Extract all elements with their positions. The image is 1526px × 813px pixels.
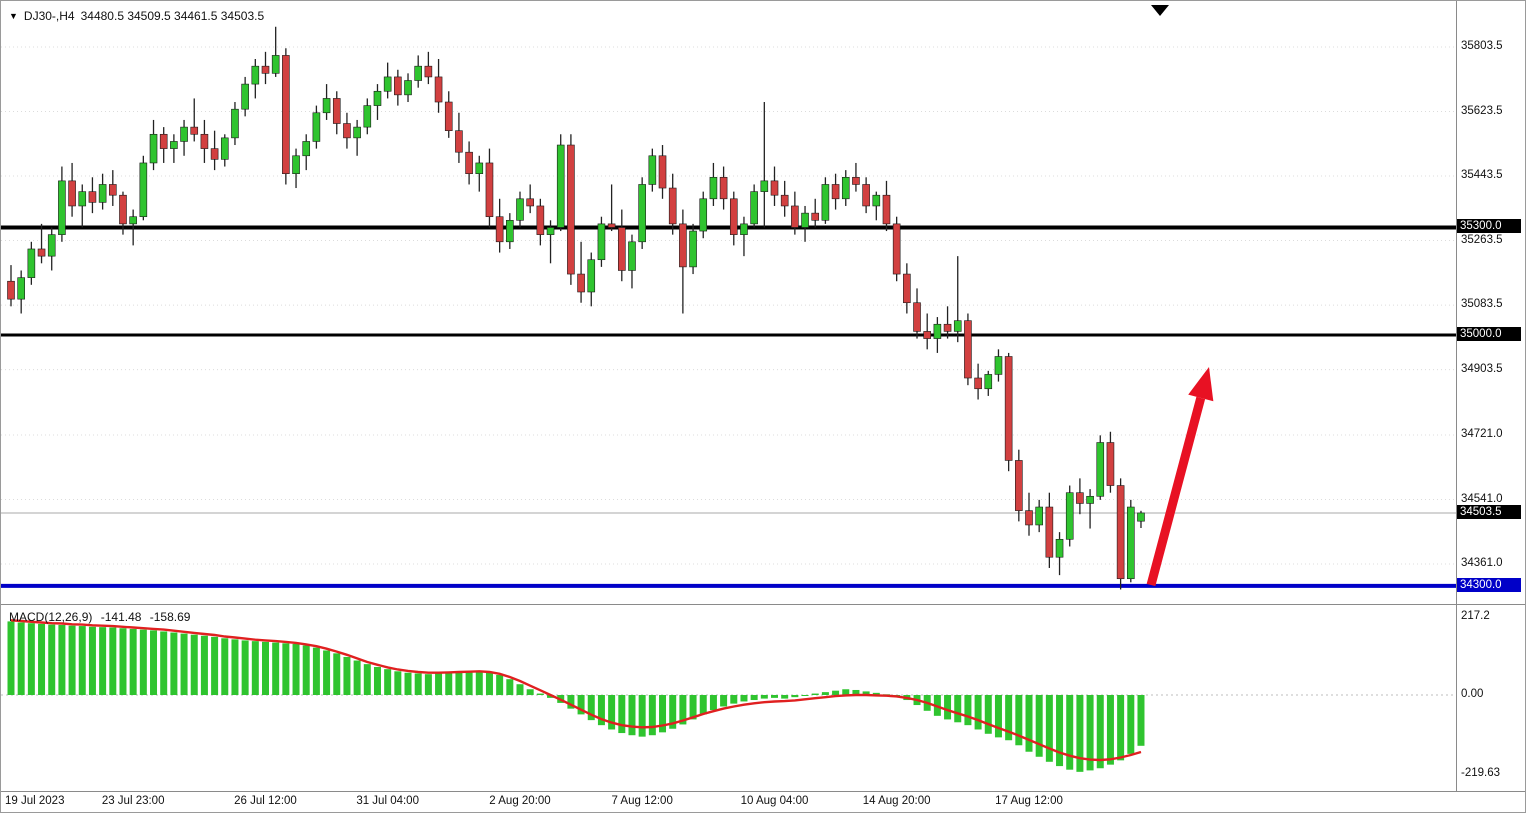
time-axis-separator [1, 791, 1525, 792]
macd-indicator-label: MACD(12,26,9) -141.48 -158.69 [9, 610, 195, 624]
macd-main-value: -141.48 [100, 610, 142, 624]
symbol-timeframe-label: DJ30-,H4 [23, 9, 75, 23]
symbol-dropdown-icon[interactable]: ▼ [9, 11, 18, 21]
scroll-to-end-icon[interactable] [1151, 5, 1169, 16]
ohlc-values-label: 34480.5 34509.5 34461.5 34503.5 [80, 9, 265, 23]
price-tick-label: 34361.0 [1461, 557, 1503, 570]
time-tick-label: 17 Aug 12:00 [995, 795, 1063, 807]
price-tick-label: 34903.5 [1461, 362, 1503, 375]
macd-tick-label: 217.2 [1461, 610, 1490, 622]
macd-signal-value: -158.69 [149, 610, 191, 624]
macd-tick-label: -219.63 [1461, 766, 1501, 779]
price-line-tag: 35300.0 [1457, 219, 1521, 234]
price-line-tag: 34300.0 [1457, 577, 1521, 592]
time-tick-label: 10 Aug 04:00 [740, 795, 809, 807]
time-tick-label: 19 Jul 2023 [5, 795, 65, 807]
price-tick-label: 35263.5 [1461, 233, 1503, 246]
current-price-tag: 34503.5 [1457, 504, 1521, 519]
price-line-tag: 35000.0 [1457, 326, 1521, 341]
macd-tick-label: 0.00 [1461, 688, 1484, 700]
price-tick-label: 35803.5 [1461, 40, 1503, 52]
price-tick-label: 34721.0 [1461, 427, 1503, 440]
time-tick-label: 7 Aug 12:00 [611, 795, 673, 807]
pane-separator [1, 604, 1525, 605]
price-tick-label: 35083.5 [1461, 298, 1503, 311]
price-tick-label: 35623.5 [1461, 104, 1503, 117]
macd-name-label: MACD(12,26,9) [9, 610, 93, 624]
time-tick-label: 26 Jul 12:00 [234, 795, 297, 807]
time-tick-label: 31 Jul 04:00 [356, 795, 419, 807]
time-tick-label: 2 Aug 20:00 [489, 795, 551, 807]
price-tick-label: 35443.5 [1461, 169, 1503, 182]
time-tick-label: 14 Aug 20:00 [862, 795, 931, 807]
price-tick-label: 34541.0 [1461, 492, 1503, 505]
chart-header: ▼ DJ30-,H4 34480.5 34509.5 34461.5 34503… [9, 9, 264, 23]
time-tick-label: 23 Jul 23:00 [101, 795, 165, 807]
price-axis-separator [1456, 1, 1457, 791]
